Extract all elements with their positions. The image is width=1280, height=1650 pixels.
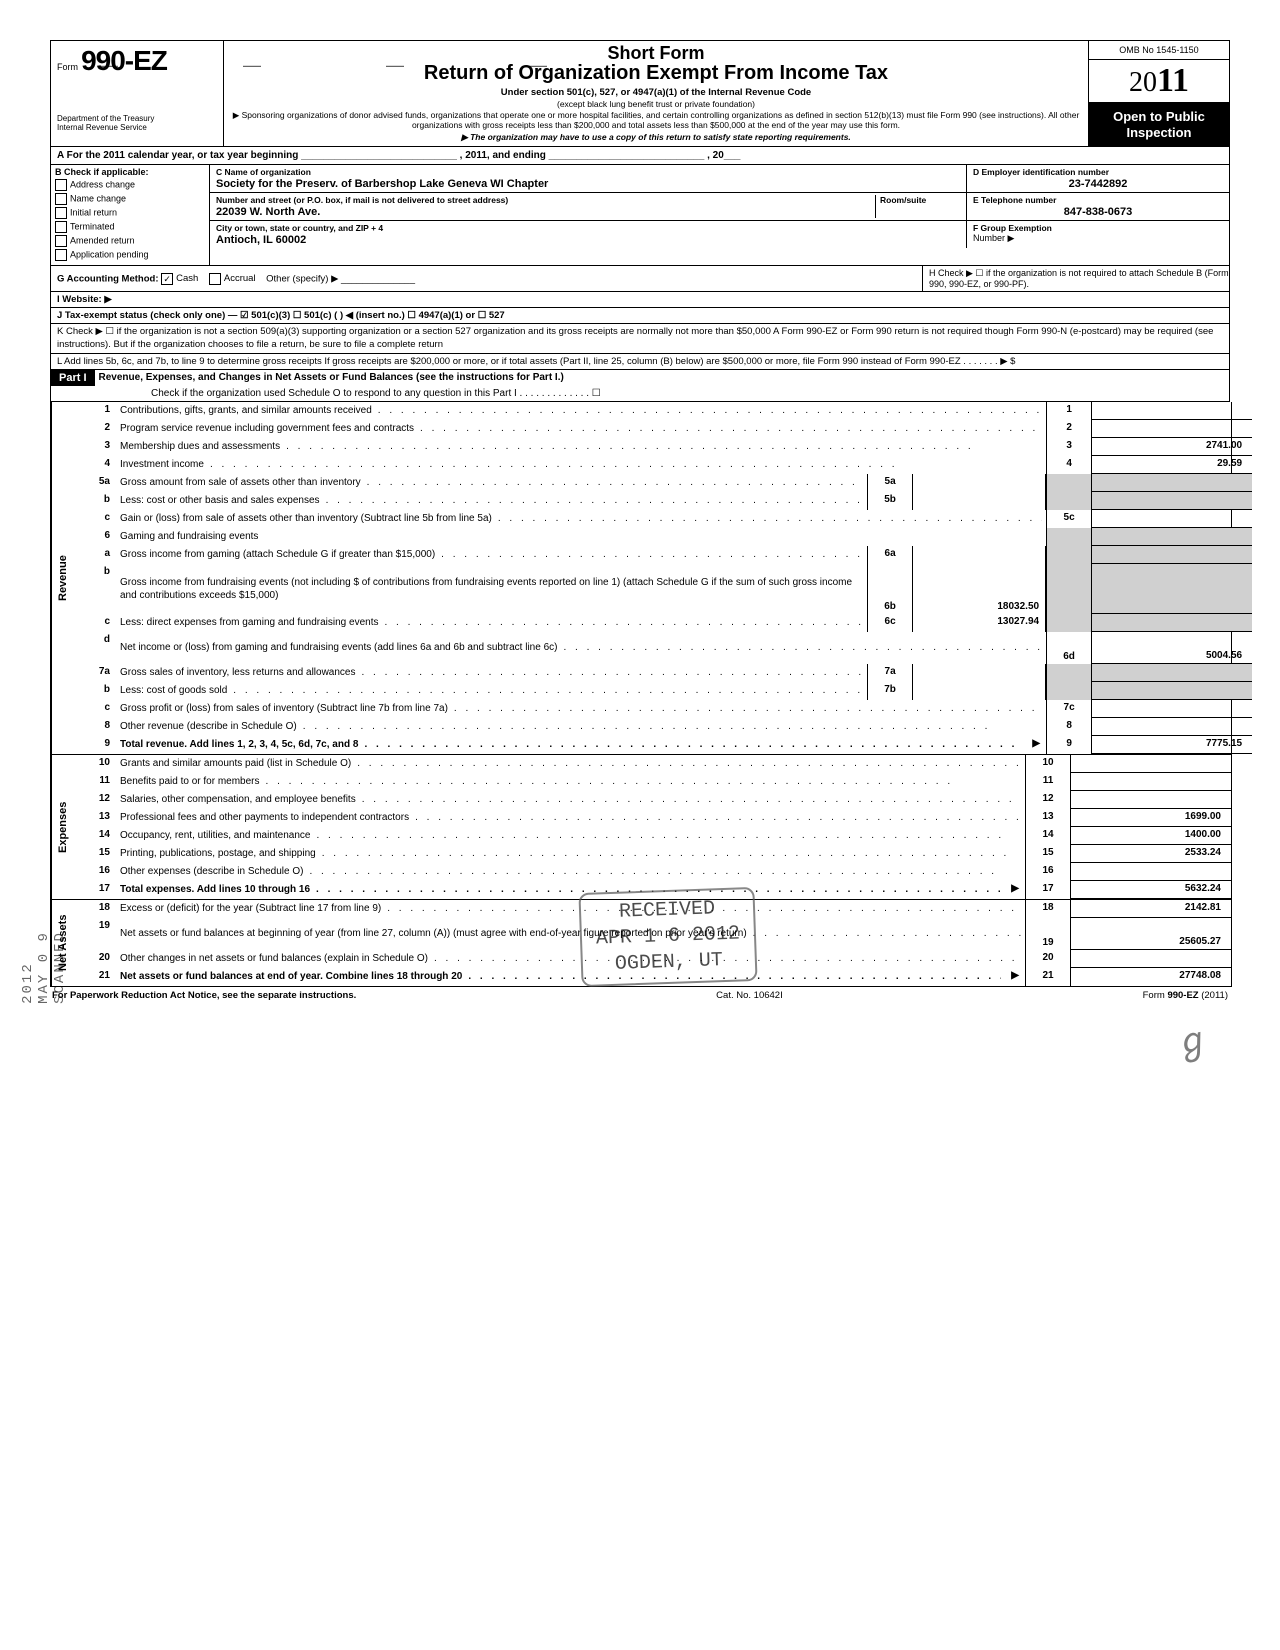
group-cell: F Group Exemption Number ▶ — [966, 221, 1229, 248]
footer-mid: Cat. No. 10642I — [716, 990, 783, 1001]
row-k: K Check ▶ ☐ if the organization is not a… — [50, 324, 1230, 354]
line-5a: 5aGross amount from sale of assets other… — [74, 474, 1252, 492]
line-5c: cGain or (loss) from sale of assets othe… — [74, 510, 1252, 528]
chk-name[interactable]: Name change — [55, 193, 205, 205]
part1-sub: Check if the organization used Schedule … — [51, 386, 1229, 401]
line-7b: bLess: cost of goods sold7b — [74, 682, 1252, 700]
form-year: 2011 — [1089, 60, 1229, 103]
line-4: 4Investment income429.59 — [74, 456, 1252, 474]
section-b: B Check if applicable: Address change Na… — [51, 165, 210, 265]
line-5b: bLess: cost or other basis and sales exp… — [74, 492, 1252, 510]
part1-table: Revenue 1Contributions, gifts, grants, a… — [50, 402, 1232, 987]
scan-marks: — — — — — [100, 55, 607, 76]
line-1: 1Contributions, gifts, grants, and simil… — [74, 402, 1252, 420]
footer-left: For Paperwork Reduction Act Notice, see … — [52, 990, 356, 1001]
part1-label: Part I — [51, 370, 95, 386]
line-2: 2Program service revenue including gover… — [74, 420, 1252, 438]
line-6: 6Gaming and fundraising events — [74, 528, 1252, 546]
city-cell: City or town, state or country, and ZIP … — [210, 221, 966, 248]
line-21: 21Net assets or fund balances at end of … — [74, 968, 1231, 986]
line-6c: cLess: direct expenses from gaming and f… — [74, 614, 1252, 632]
chk-accrual[interactable]: Accrual — [209, 273, 256, 284]
sub1: Under section 501(c), 527, or 4947(a)(1)… — [232, 87, 1080, 98]
form-page: — — — — Form 990-EZ Department of the Tr… — [50, 40, 1230, 1004]
open-to-public: Open to Public Inspection — [1089, 103, 1229, 146]
page-footer: For Paperwork Reduction Act Notice, see … — [50, 987, 1230, 1004]
chk-cash[interactable]: ✓Cash — [161, 273, 198, 284]
footer-right: Form 990-EZ (2011) — [1143, 990, 1228, 1001]
scanned-stamp: SCANNED MAY 0 9 2012 — [20, 900, 68, 1004]
sub2: ▶ Sponsoring organizations of donor advi… — [232, 110, 1080, 130]
line-7c: cGross profit or (loss) from sales of in… — [74, 700, 1252, 718]
line-6d: dNet income or (loss) from gaming and fu… — [74, 632, 1252, 664]
chk-pending[interactable]: Application pending — [55, 249, 205, 261]
b-title: B Check if applicable: — [55, 167, 205, 177]
line-15: 15Printing, publications, postage, and s… — [74, 845, 1231, 863]
line-16: 16Other expenses (describe in Schedule O… — [74, 863, 1231, 881]
row-a: A For the 2011 calendar year, or tax yea… — [50, 147, 1230, 165]
line-18: 18Excess or (deficit) for the year (Subt… — [74, 900, 1231, 918]
revenue-label: Revenue — [51, 402, 74, 754]
sub1b: (except black lung benefit trust or priv… — [232, 99, 1080, 109]
revenue-area: Revenue 1Contributions, gifts, grants, a… — [51, 402, 1231, 754]
expenses-area: Expenses 10Grants and similar amounts pa… — [51, 754, 1231, 899]
part1-title: Revenue, Expenses, and Changes in Net As… — [95, 370, 1229, 385]
line-11: 11Benefits paid to or for members11 — [74, 773, 1231, 791]
section-cd: C Name of organization Society for the P… — [210, 165, 1229, 265]
sub3: ▶ The organization may have to use a cop… — [232, 132, 1080, 142]
omb-number: OMB No 1545-1150 — [1089, 41, 1229, 60]
netassets-area: Net Assets 18Excess or (deficit) for the… — [51, 899, 1231, 986]
line-10: 10Grants and similar amounts paid (list … — [74, 755, 1231, 773]
chk-terminated[interactable]: Terminated — [55, 221, 205, 233]
bcd-grid: B Check if applicable: Address change Na… — [50, 165, 1230, 266]
header-right: OMB No 1545-1150 2011 Open to Public Ins… — [1088, 41, 1230, 146]
part1-header: Part I Revenue, Expenses, and Changes in… — [50, 370, 1230, 402]
chk-amended[interactable]: Amended return — [55, 235, 205, 247]
line-8: 8Other revenue (describe in Schedule O)8 — [74, 718, 1252, 736]
line-12: 12Salaries, other compensation, and empl… — [74, 791, 1231, 809]
street-cell: Number and street (or P.O. box, if mail … — [210, 193, 966, 220]
expenses-label: Expenses — [51, 755, 74, 899]
line-6b: bGross income from fundraising events (n… — [74, 564, 1252, 614]
line-20: 20Other changes in net assets or fund ba… — [74, 950, 1231, 968]
line-7a: 7aGross sales of inventory, less returns… — [74, 664, 1252, 682]
line-6a: aGross income from gaming (attach Schedu… — [74, 546, 1252, 564]
chk-address[interactable]: Address change — [55, 179, 205, 191]
row-l: L Add lines 5b, 6c, and 7b, to line 9 to… — [50, 354, 1230, 370]
row-g: G Accounting Method: ✓Cash Accrual Other… — [50, 266, 1230, 292]
row-h: H Check ▶ ☐ if the organization is not r… — [922, 266, 1229, 291]
line-14: 14Occupancy, rent, utilities, and mainte… — [74, 827, 1231, 845]
org-name-cell: C Name of organization Society for the P… — [210, 165, 966, 192]
row-i: I Website: ▶ — [50, 292, 1230, 308]
chk-initial[interactable]: Initial return — [55, 207, 205, 219]
line-3: 3Membership dues and assessments32741.00 — [74, 438, 1252, 456]
form-prefix: Form — [57, 62, 78, 72]
line-9: 9Total revenue. Add lines 1, 2, 3, 4, 5c… — [74, 736, 1252, 754]
tel-cell: E Telephone number 847-838-0673 — [966, 193, 1229, 220]
dept-text: Department of the Treasury Internal Reve… — [57, 115, 217, 133]
line-19: 19Net assets or fund balances at beginni… — [74, 918, 1231, 950]
line-13: 13Professional fees and other payments t… — [74, 809, 1231, 827]
initial-mark: ℊ — [1170, 1009, 1214, 1066]
line-17: 17Total expenses. Add lines 10 through 1… — [74, 881, 1231, 899]
ein-cell: D Employer identification number 23-7442… — [966, 165, 1229, 192]
row-j: J Tax-exempt status (check only one) — ☑… — [50, 308, 1230, 324]
